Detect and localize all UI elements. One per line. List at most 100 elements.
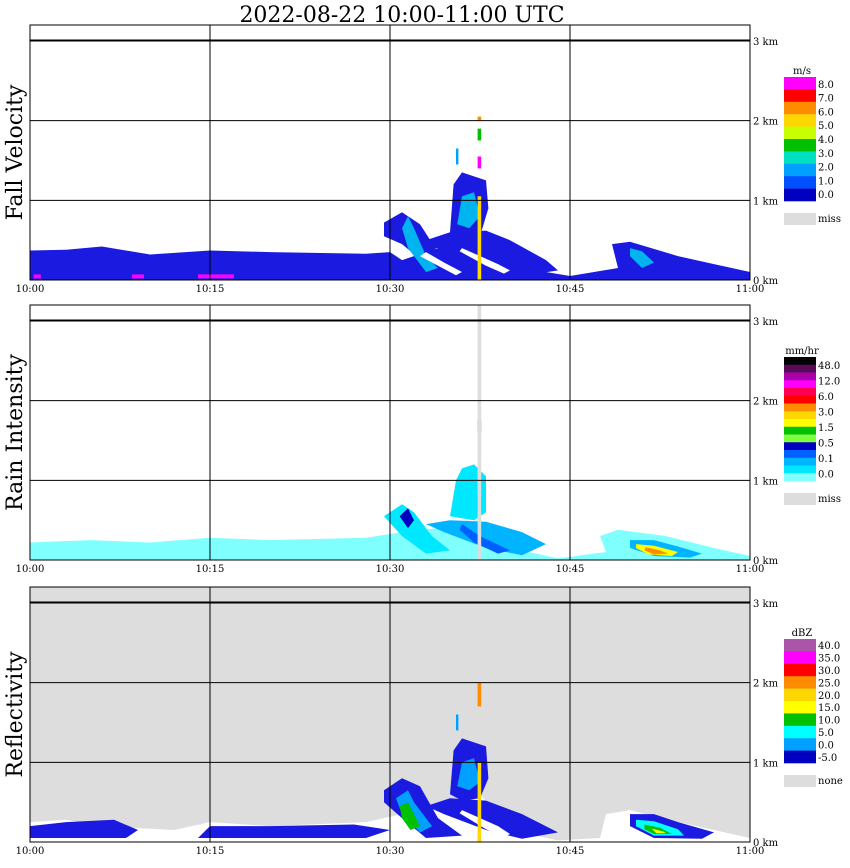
colorbar-unit: mm/hr (785, 346, 819, 357)
colorbar-swatch (784, 639, 816, 652)
colorbar-label: 35.0 (818, 654, 840, 665)
colorbar-swatch (784, 151, 816, 165)
panel-border (29, 24, 751, 281)
colorbar-swatch (784, 725, 816, 739)
y-tick-label: 1 km (753, 758, 779, 769)
echo-region (399, 508, 414, 529)
colorbar-label: 10.0 (818, 716, 840, 727)
colorbar-label: 48.0 (818, 361, 840, 372)
echo-region (450, 464, 486, 521)
colorbar-label: 12.0 (818, 376, 840, 387)
panel-0: Fall Velocity 0 km 1 km 2 km 3 km 10:00 10:15 1… (3, 24, 841, 295)
colorbar-miss-label: none (818, 776, 843, 787)
colorbar-label: 4.0 (818, 135, 834, 146)
y-tick-label: 3 km (753, 37, 779, 48)
colorbar-swatch (784, 701, 816, 714)
echo-region (636, 819, 684, 836)
colorbar-swatch (784, 188, 816, 202)
x-tick-label: 11:00 (736, 564, 765, 575)
echo-region (459, 248, 510, 274)
echo-region (402, 216, 438, 272)
colorbar-label: 0.5 (818, 438, 834, 449)
colorbar-label: 5.0 (818, 121, 834, 132)
echo-region (456, 714, 459, 731)
y-tick-label: 0 km (753, 556, 779, 567)
echo-region (477, 128, 482, 141)
x-tick-label: 10:30 (376, 284, 405, 295)
colorbar-swatch (784, 357, 816, 366)
x-tick-label: 11:00 (736, 284, 765, 295)
echo-region (30, 819, 138, 838)
colorbar-swatch (784, 411, 816, 420)
y-tick-label: 1 km (753, 476, 779, 487)
y-tick-label: 1 km (753, 196, 779, 207)
colorbar-label: 6.0 (818, 392, 834, 403)
echo-region (33, 274, 41, 279)
colorbar-swatch (784, 663, 816, 677)
panel-2: Reflectivity 0 km 1 km 2 km 3 km 10:00 10:15 10… (3, 586, 843, 857)
colorbar-swatch (784, 426, 816, 435)
echo-region (426, 798, 558, 839)
colorbar-label: 30.0 (818, 666, 840, 677)
echo-region (630, 248, 654, 268)
echo-region (651, 828, 666, 834)
colorbar-label: 40.0 (818, 641, 840, 652)
colorbar-swatch (784, 750, 816, 764)
echo-region (457, 192, 480, 229)
x-tick-label: 10:45 (556, 284, 585, 295)
y-tick-label: 0 km (753, 838, 779, 849)
colorbar-label: 6.0 (818, 107, 834, 118)
echo-region (477, 156, 482, 169)
colorbar-swatch (784, 688, 816, 702)
colorbar-label: 0.0 (818, 469, 834, 480)
chart-title: 2022-08-22 10:00-11:00 UTC (239, 3, 564, 28)
colorbar-label: 1.0 (818, 176, 834, 187)
panel-border (29, 304, 751, 561)
echo-region (644, 547, 669, 555)
colorbar-swatch (784, 380, 816, 389)
x-tick-label: 10:45 (556, 846, 585, 857)
colorbar-miss-swatch (784, 213, 816, 225)
colorbar-swatch (784, 473, 816, 482)
colorbar-label: 0.0 (818, 740, 834, 751)
x-tick-label: 11:00 (736, 846, 765, 857)
echo-region (457, 758, 480, 791)
echo-region (426, 230, 558, 276)
colorbar-label: 2.0 (818, 163, 834, 174)
colorbar-swatch (784, 139, 816, 152)
colorbar-unit: m/s (793, 66, 811, 77)
colorbar-label: 0.1 (818, 454, 834, 465)
echo-region (198, 824, 390, 838)
colorbar-swatch (784, 419, 816, 428)
x-tick-label: 10:00 (16, 564, 45, 575)
colorbar-swatch (784, 126, 816, 140)
colorbar-unit: dBZ (792, 628, 813, 639)
echo-region (198, 274, 234, 279)
colorbar-label: 15.0 (818, 703, 840, 714)
colorbar-label: 0.0 (818, 190, 834, 201)
y-axis-label: Reflectivity (3, 651, 28, 778)
x-tick-label: 10:45 (556, 564, 585, 575)
colorbar-swatch (784, 388, 816, 397)
colorbar-swatch (784, 465, 816, 474)
echo-region (426, 520, 546, 556)
echo-region (396, 790, 432, 833)
echo-region (477, 762, 482, 842)
x-tick-label: 10:15 (196, 284, 225, 295)
colorbar-swatch (784, 676, 816, 689)
colorbar-swatch (784, 457, 816, 466)
x-tick-label: 10:00 (16, 846, 45, 857)
colorbar-swatch (784, 372, 816, 381)
colorbar-label: 7.0 (818, 94, 834, 105)
colorbar-swatch (784, 163, 816, 177)
colorbar-swatch (784, 738, 816, 751)
colorbar-label: 25.0 (818, 678, 840, 689)
echo-region (477, 116, 482, 121)
colorbar-swatch (784, 89, 816, 103)
colorbar-swatch (784, 101, 816, 115)
colorbar-swatch (784, 114, 816, 127)
colorbar-label: 3.0 (818, 407, 834, 418)
echo-region (456, 148, 459, 165)
y-tick-label: 3 km (753, 599, 779, 610)
